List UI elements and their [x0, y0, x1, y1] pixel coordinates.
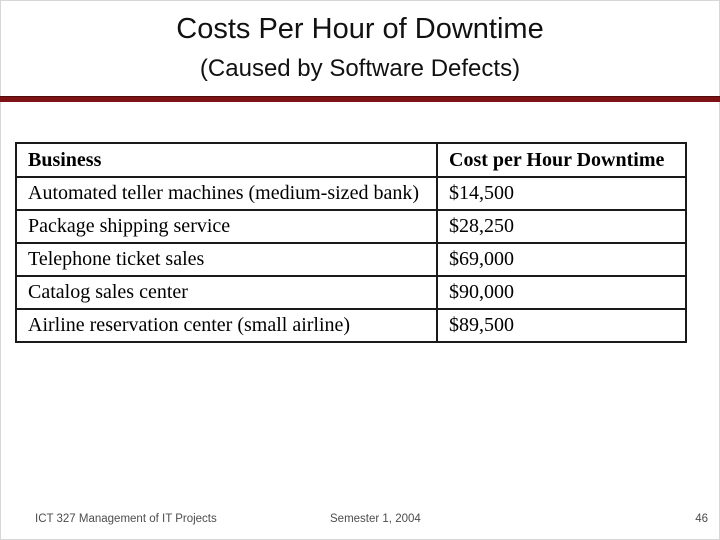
table-header-row: Business Cost per Hour Downtime — [15, 142, 687, 178]
cost-cell: $90,000 — [436, 275, 687, 310]
footer-semester: Semester 1, 2004 — [330, 513, 421, 525]
cost-cell: $28,250 — [436, 209, 687, 244]
slide-title: Costs Per Hour of Downtime — [176, 13, 544, 45]
slide-subtitle: (Caused by Software Defects) — [199, 55, 521, 82]
business-cell: Automated teller machines (medium-sized … — [15, 176, 438, 211]
table-row: Telephone ticket sales $69,000 — [15, 242, 687, 277]
cost-cell: $89,500 — [436, 308, 687, 343]
downtime-cost-table: Business Cost per Hour Downtime Automate… — [15, 142, 687, 343]
title-divider-rule — [0, 96, 720, 102]
column-header-cost: Cost per Hour Downtime — [436, 142, 687, 178]
table-row: Airline reservation center (small airlin… — [15, 308, 687, 343]
business-cell: Catalog sales center — [15, 275, 438, 310]
business-cell: Telephone ticket sales — [15, 242, 438, 277]
business-cell: Package shipping service — [15, 209, 438, 244]
table-row: Catalog sales center $90,000 — [15, 275, 687, 310]
cost-cell: $69,000 — [436, 242, 687, 277]
business-cell: Airline reservation center (small airlin… — [15, 308, 438, 343]
column-header-business: Business — [15, 142, 438, 178]
cost-cell: $14,500 — [436, 176, 687, 211]
table-row: Automated teller machines (medium-sized … — [15, 176, 687, 211]
table-row: Package shipping service $28,250 — [15, 209, 687, 244]
footer-course-name: ICT 327 Management of IT Projects — [35, 513, 217, 525]
footer-page-number: 46 — [695, 513, 708, 525]
